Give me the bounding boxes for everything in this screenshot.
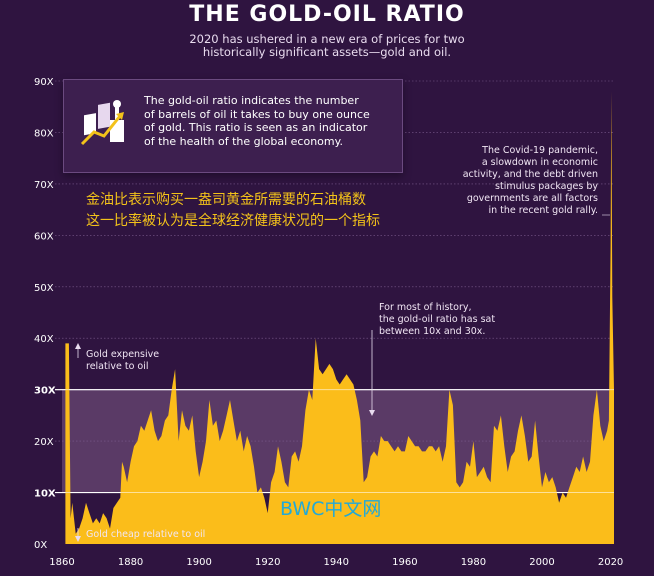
x-tick-label: 1960 — [392, 557, 417, 568]
y-tick-label: 50X — [34, 283, 54, 294]
y-tick-label: 80X — [34, 128, 54, 139]
annotation-line: a slowdown in economic — [481, 157, 598, 168]
x-tick-label: 1860 — [49, 557, 74, 568]
chinese-note-line: 这一比率被认为是全球经济健康状况的一个指标 — [86, 213, 380, 229]
page-subtitle: 2020 has ushered in a new era of prices … — [120, 33, 534, 59]
x-tick-label: 1920 — [255, 557, 280, 568]
gold-bars-oil-chart-icon — [80, 100, 124, 146]
annotation-line: in the recent gold rally. — [488, 205, 599, 216]
x-tick-label: 1980 — [461, 557, 486, 568]
y-tick-label: 60X — [34, 231, 54, 242]
history-arrow — [369, 410, 375, 416]
annotation-line: stimulus packages by — [495, 181, 598, 192]
chinese-note: 金油比表示购买一盎司黄金所需要的石油桶数 这一比率被认为是全球经济健康状况的一个… — [86, 190, 446, 232]
info-line: of barrels of oil it takes to buy one ou… — [144, 107, 370, 121]
info-text: The gold-oil ratio indicates the number … — [144, 94, 394, 148]
y-tick-label: 30X — [34, 386, 56, 397]
annotation-line: the gold-oil ratio has sat — [379, 314, 496, 325]
cheap-arrow-head — [75, 536, 81, 542]
y-tick-label: 0X — [34, 540, 47, 551]
area-layer — [55, 91, 614, 545]
annotation-line: Gold expensive — [86, 349, 160, 360]
annotation-line: For most of history, — [379, 302, 472, 313]
chinese-note-line: 金油比表示购买一盎司黄金所需要的石油桶数 — [86, 192, 366, 208]
y-tick-label: 20X — [34, 437, 54, 448]
annotation-line: relative to oil — [86, 361, 149, 372]
x-tick-label: 1940 — [324, 557, 349, 568]
annotation-line: governments are all factors — [466, 193, 598, 204]
y-tick-label: 40X — [34, 334, 54, 345]
info-box: The gold-oil ratio indicates the number … — [63, 79, 403, 173]
annotation-lines — [75, 214, 610, 542]
info-line: The gold-oil ratio indicates the number — [144, 94, 359, 107]
y-tick-label: 10X — [34, 489, 56, 500]
annotation-line: The Covid-19 pandemic, — [482, 145, 598, 156]
ratio-area — [65, 91, 614, 545]
expensive-arrow-head — [75, 343, 81, 349]
page-title: THE GOLD-OIL RATIO — [189, 2, 465, 27]
axis-layer: 0X 10X 20X 30X 40X 50X 60X 70X 80X 90X 1860 1880 190… — [34, 77, 623, 568]
x-tick-label: 1900 — [186, 557, 211, 568]
info-line: of gold. This ratio is seen as an indica… — [144, 121, 368, 134]
history-annotation: For most of history, the gold-oil ratio … — [379, 302, 509, 338]
watermark: BWC中文网 — [280, 498, 382, 520]
covid-annotation: The Covid-19 pandemic, a slowdown in eco… — [452, 145, 598, 217]
gold-expensive-annotation: Gold expensive relative to oil — [86, 349, 186, 373]
info-line: of the health of the global economy. — [144, 134, 344, 148]
subtitle-line: 2020 has ushered in a new era of prices … — [189, 32, 465, 46]
y-tick-label: 70X — [34, 180, 54, 191]
annotation-line: between 10x and 30x. — [379, 326, 486, 337]
annotation-line: activity, and the debt driven — [462, 169, 598, 180]
x-tick-label: 2020 — [598, 557, 623, 568]
gold-cheap-annotation: Gold cheap relative to oil — [86, 529, 206, 540]
x-tick-label: 2000 — [529, 557, 554, 568]
x-tick-label: 1880 — [118, 557, 143, 568]
subtitle-line: historically significant assets—gold and… — [202, 45, 452, 59]
y-tick-label: 90X — [34, 77, 54, 88]
